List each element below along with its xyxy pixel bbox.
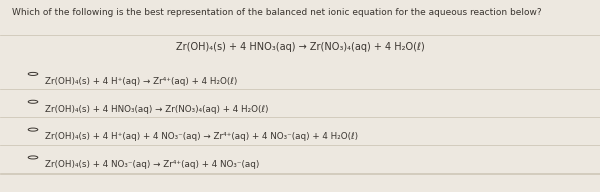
Text: Zr(OH)₄(s) + 4 HNO₃(aq) → Zr(NO₃)₄(aq) + 4 H₂O(ℓ): Zr(OH)₄(s) + 4 HNO₃(aq) → Zr(NO₃)₄(aq) +… — [176, 42, 424, 52]
Text: Zr(OH)₄(s) + 4 HNO₃(aq) → Zr(NO₃)₄(aq) + 4 H₂O(ℓ): Zr(OH)₄(s) + 4 HNO₃(aq) → Zr(NO₃)₄(aq) +… — [45, 105, 269, 114]
Text: Zr(OH)₄(s) + 4 NO₃⁻(aq) → Zr⁴⁺(aq) + 4 NO₃⁻(aq): Zr(OH)₄(s) + 4 NO₃⁻(aq) → Zr⁴⁺(aq) + 4 N… — [45, 160, 259, 169]
Text: Zr(OH)₄(s) + 4 H⁺(aq) + 4 NO₃⁻(aq) → Zr⁴⁺(aq) + 4 NO₃⁻(aq) + 4 H₂O(ℓ): Zr(OH)₄(s) + 4 H⁺(aq) + 4 NO₃⁻(aq) → Zr⁴… — [45, 132, 358, 142]
Text: Which of the following is the best representation of the balanced net ionic equa: Which of the following is the best repre… — [12, 8, 542, 17]
Text: Zr(OH)₄(s) + 4 H⁺(aq) → Zr⁴⁺(aq) + 4 H₂O(ℓ): Zr(OH)₄(s) + 4 H⁺(aq) → Zr⁴⁺(aq) + 4 H₂O… — [45, 77, 238, 86]
